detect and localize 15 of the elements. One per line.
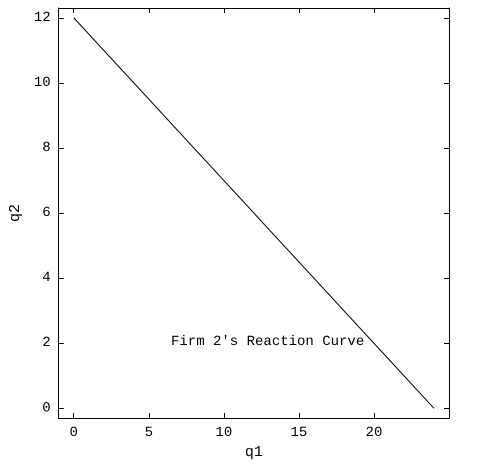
annotation: Firm 2's Reaction Curve: [171, 334, 364, 350]
y-tick-label: 12: [34, 10, 51, 26]
y-tick-label: 4: [42, 270, 51, 286]
x-tick-label: 15: [290, 425, 308, 442]
y-tick-label: 2: [42, 335, 51, 352]
x-tick-label: 20: [366, 425, 382, 442]
y-axis-title: q2: [7, 204, 24, 222]
y-tick-label: 10: [34, 74, 51, 91]
x-tick-label: 0: [70, 425, 78, 442]
y-tick-label: 0: [42, 400, 51, 416]
x-tick-label: 5: [144, 425, 153, 442]
x-axis-title: q1: [244, 444, 263, 461]
y-tick-label: 6: [42, 205, 51, 222]
x-tick-label: 10: [215, 425, 232, 442]
y-tick-label: 8: [42, 140, 51, 156]
